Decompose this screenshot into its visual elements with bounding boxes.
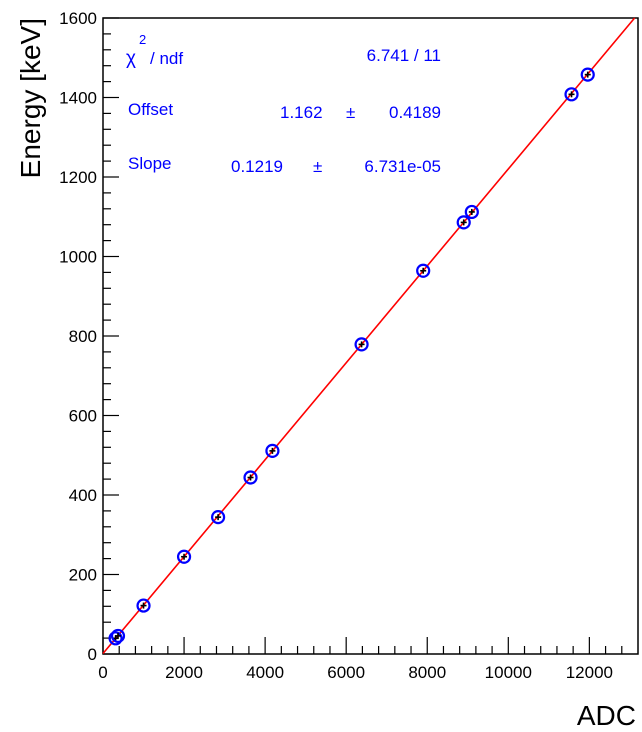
x-tick-label: 10000 (485, 663, 532, 682)
slope-value: 0.1219 (231, 157, 283, 176)
data-point (564, 87, 579, 102)
data-point (354, 337, 369, 352)
offset-label: Offset (128, 100, 173, 119)
y-tick-label: 800 (69, 327, 97, 346)
y-tick-label: 600 (69, 407, 97, 426)
chi2-symbol: χ (126, 48, 136, 69)
x-tick-label: 8000 (408, 663, 446, 682)
data-point-marker (176, 549, 192, 564)
data-point-marker (136, 598, 151, 613)
x-tick-label: 4000 (246, 663, 284, 682)
x-tick-label: 2000 (165, 663, 203, 682)
slope-error: 6.731e-05 (364, 157, 441, 176)
data-point-marker (243, 470, 258, 485)
plot-frame (102, 17, 639, 655)
data-point-marker (416, 263, 431, 278)
y-tick-label: 1000 (59, 248, 97, 267)
x-tick-label: 12000 (566, 663, 613, 682)
data-point-marker (265, 443, 280, 458)
data-point-marker (110, 628, 126, 644)
data-point (211, 510, 226, 525)
slope-label: Slope (128, 154, 171, 173)
y-tick-label: 0 (88, 645, 97, 664)
y-tick-label: 1600 (59, 9, 97, 28)
offset-error: 0.4189 (389, 103, 441, 122)
data-point (176, 549, 192, 564)
offset-pm: ± (346, 103, 355, 122)
chi2-ndf-label: / ndf (150, 49, 183, 68)
chi2-value: 6.741 / 11 (367, 46, 441, 65)
data-point (464, 204, 479, 220)
data-point-marker (580, 67, 595, 82)
offset-value: 1.162 (280, 103, 323, 122)
data-points (108, 67, 595, 646)
data-point (136, 598, 151, 613)
slope-pm: ± (313, 157, 322, 176)
data-point (456, 215, 471, 230)
y-tick-label: 200 (69, 566, 97, 585)
x-tick-label: 0 (98, 663, 107, 682)
data-point (416, 263, 431, 278)
data-point-marker (354, 337, 369, 352)
fit-stats-box: χ 2 / ndf 6.741 / 11 Offset 1.162 ± 0.41… (126, 32, 441, 176)
y-axis-title: Energy [keV] (15, 18, 46, 178)
data-point (110, 628, 126, 644)
data-point (580, 67, 595, 82)
x-axis-title: ADC (577, 700, 636, 731)
data-point-marker (456, 215, 471, 230)
y-tick-label: 1400 (59, 89, 97, 108)
x-tick-label: 6000 (327, 663, 365, 682)
data-point (265, 443, 280, 458)
data-point-marker (564, 87, 579, 102)
chi2-superscript: 2 (139, 32, 146, 47)
data-point-marker (108, 631, 123, 646)
fit-line (102, 17, 636, 655)
data-point-marker (211, 510, 226, 525)
data-point (243, 470, 258, 485)
axis-ticks (102, 17, 623, 655)
y-tick-label: 1200 (59, 168, 97, 187)
y-tick-label: 400 (69, 486, 97, 505)
data-point-marker (464, 204, 479, 220)
